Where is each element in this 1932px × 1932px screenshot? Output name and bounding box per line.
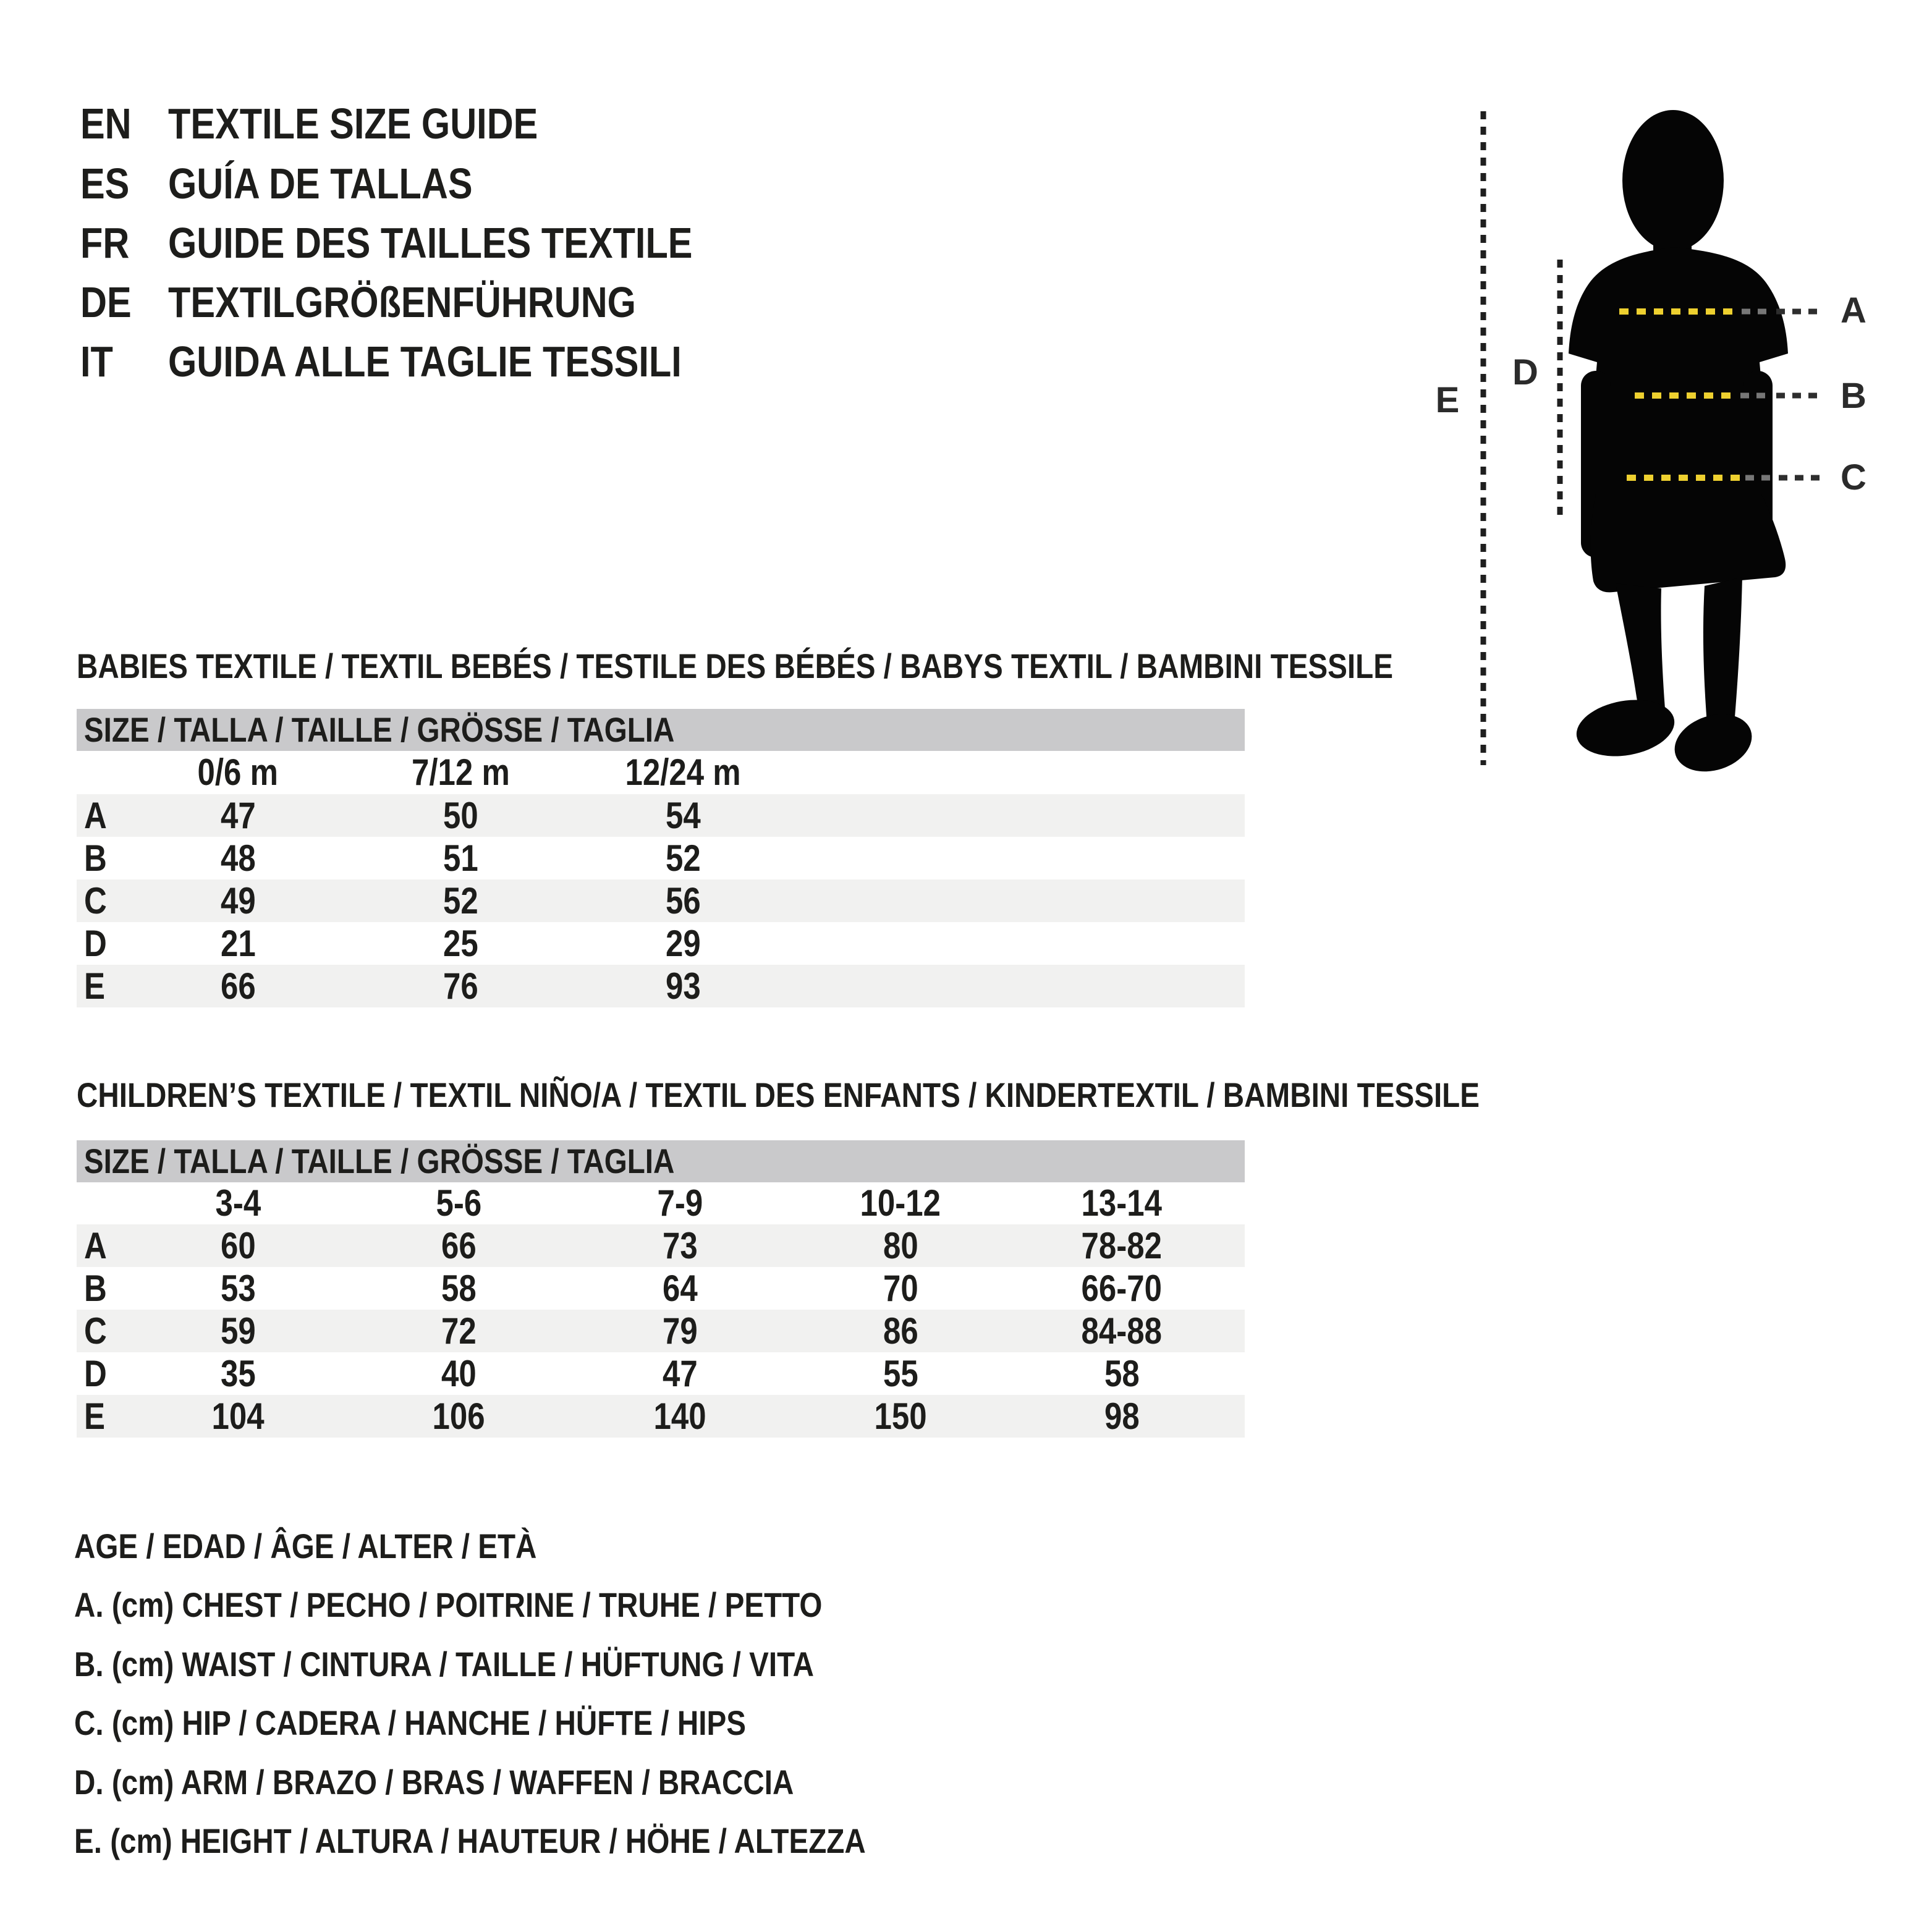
lang-title-en: TEXTILE SIZE GUIDE: [168, 100, 538, 148]
babies-col-1: 7/12 m: [411, 752, 510, 793]
legend-arm: D. (cm) ARM / BRAZO / BRAS / WAFFEN / BR…: [74, 1763, 794, 1802]
lang-title-it: GUIDA ALLE TAGLIE TESSILI: [168, 337, 682, 386]
babies-size-table: SIZE / TALLA / TAILLE / GRÖSSE / TAGLIA …: [77, 709, 1245, 1007]
children-row-b: B 53 58 64 70 66-70: [84, 1268, 1163, 1309]
children-row-c: C 59 72 79 86 84-88: [77, 1310, 1245, 1352]
children-size-table: SIZE / TALLA / TAILLE / GRÖSSE / TAGLIA …: [77, 1140, 1245, 1438]
babies-row-c: C 49 52 56: [77, 879, 1245, 922]
legend-age: AGE / EDAD / ÂGE / ALTER / ETÀ: [74, 1527, 537, 1566]
children-row-d: D 35 40 47 55 58: [84, 1353, 1140, 1394]
lang-title-de: TEXTILGRÖßENFÜHRUNG: [168, 278, 636, 326]
babies-row-a: A 47 50 54: [77, 794, 1245, 837]
legend-waist: B. (cm) WAIST / CINTURA / TAILLE / HÜFTU…: [74, 1645, 814, 1684]
label-chest-a: A: [1841, 290, 1866, 331]
babies-col-0: 0/6 m: [197, 752, 279, 793]
babies-col-2: 12/24 m: [625, 752, 741, 793]
label-hip-c: C: [1841, 457, 1866, 498]
lang-row-en: EN TEXTILE SIZE GUIDE: [80, 96, 603, 151]
children-row-a: A 60 66 73 80 78-82: [77, 1224, 1245, 1267]
lang-row-fr: FR GUIDE DES TAILLES TEXTILE: [80, 216, 785, 270]
lang-row-de: DE TEXTILGRÖßENFÜHRUNG: [80, 275, 719, 329]
lang-row-es: ES GUÍA DE TALLAS: [80, 156, 526, 211]
babies-row-e: E 66 76 93: [77, 965, 1245, 1007]
babies-table-header-bar: SIZE / TALLA / TAILLE / GRÖSSE / TAGLIA: [77, 709, 1245, 751]
babies-row-b: B 48 51 52: [84, 837, 701, 879]
lang-code-es: ES: [80, 159, 130, 208]
children-row-e: E 104 106 140 150 98: [77, 1395, 1245, 1438]
legend-height: E. (cm) HEIGHT / ALTURA / HAUTEUR / HÖHE…: [74, 1821, 866, 1860]
children-col-1: 5-6: [436, 1182, 481, 1224]
children-col-4: 13-14: [1081, 1182, 1163, 1224]
children-col-3: 10-12: [860, 1182, 941, 1224]
children-col-2: 7-9: [657, 1182, 703, 1224]
children-section-heading: CHILDREN’S TEXTILE / TEXTIL NIÑO/A / TEX…: [77, 1075, 1480, 1114]
lang-code-en: EN: [80, 100, 132, 148]
legend-hip: C. (cm) HIP / CADERA / HANCHE / HÜFTE / …: [74, 1703, 746, 1742]
children-col-0: 3-4: [215, 1182, 261, 1224]
babies-column-header-row: 0/6 m 7/12 m 12/24 m: [77, 751, 1245, 794]
legend-chest: A. (cm) CHEST / PECHO / POITRINE / TRUHE…: [74, 1585, 823, 1624]
lang-code-de: DE: [80, 278, 132, 326]
measurement-figure: A B C D E: [1436, 110, 1866, 772]
lang-row-it: IT GUIDA ALLE TAGLIE TESSILI: [80, 334, 772, 389]
lang-code-it: IT: [80, 337, 113, 386]
label-arm-d: D: [1512, 352, 1538, 392]
label-height-e: E: [1436, 380, 1460, 420]
lang-title-es: GUÍA DE TALLAS: [168, 159, 473, 208]
children-table-header-bar: SIZE / TALLA / TAILLE / GRÖSSE / TAGLIA: [77, 1140, 1245, 1182]
babies-section-heading: BABIES TEXTILE / TEXTIL BEBÉS / TESTILE …: [77, 646, 1393, 685]
lang-code-fr: FR: [80, 219, 130, 267]
lang-title-fr: GUIDE DES TAILLES TEXTILE: [168, 219, 693, 267]
label-waist-b: B: [1841, 376, 1866, 416]
children-column-header-row: 3-4 5-6 7-9 10-12 13-14: [77, 1182, 1245, 1224]
babies-row-d: D 21 25 29: [84, 923, 701, 964]
